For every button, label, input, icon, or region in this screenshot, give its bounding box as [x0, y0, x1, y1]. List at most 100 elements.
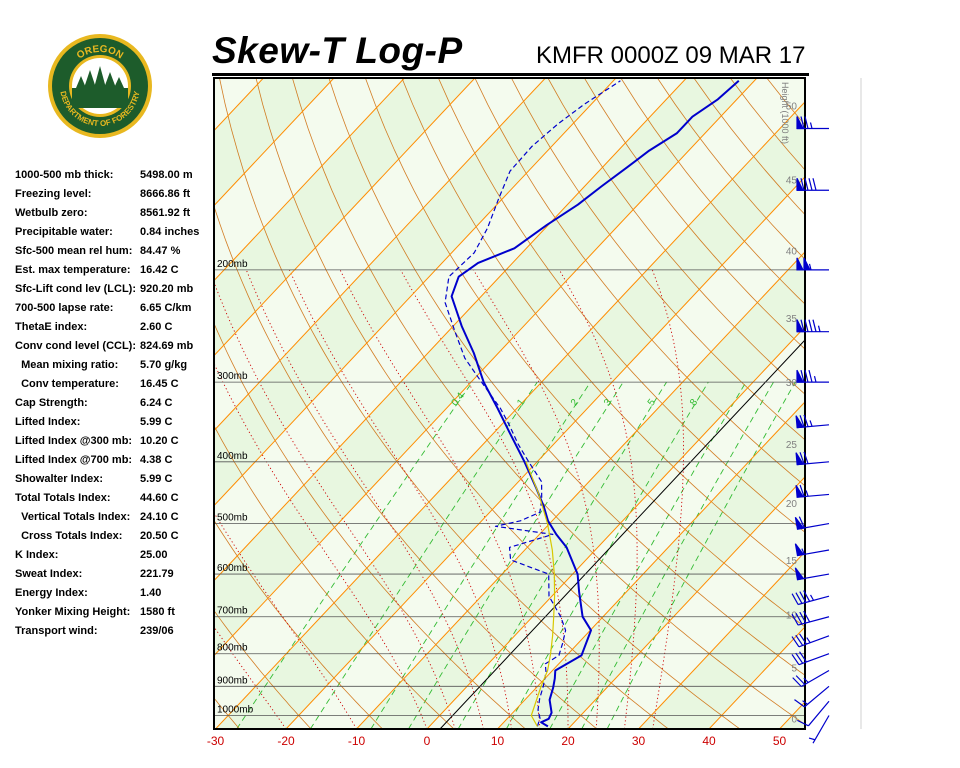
index-value: 44.60 C: [140, 492, 179, 504]
wind-barb: [796, 319, 829, 333]
wind-barb-pennant: [795, 452, 805, 466]
index-label: Freezing level:: [15, 188, 92, 200]
wind-barb-staff: [804, 685, 830, 708]
wind-barb: [794, 685, 830, 708]
wind-barb-flag: [800, 178, 805, 191]
index-value: 0.84 inches: [140, 226, 200, 238]
wind-barb-flag: [792, 677, 802, 687]
isotherm: [215, 101, 805, 729]
wind-barb: [792, 669, 830, 688]
x-tick-label: 50: [773, 734, 787, 748]
plot-frame: [213, 77, 806, 730]
pressure-label: 300mb: [217, 371, 248, 382]
height-tick-label: 20: [786, 499, 798, 510]
wind-barb-flag: [800, 370, 805, 383]
dry-adiabat: [214, 609, 312, 729]
isotherm: [214, 78, 758, 657]
x-tick-label: 40: [702, 734, 716, 748]
wind-barb: [797, 700, 830, 727]
dry-adiabat: [474, 78, 805, 487]
dry-adiabat: [511, 78, 805, 441]
wind-barb-half-flag: [808, 263, 812, 271]
index-value: 16.42 C: [140, 264, 179, 276]
index-label: Lifted Index @700 mb:: [15, 454, 133, 466]
wind-barb: [795, 414, 830, 429]
logo-top-text: OREGON: [75, 44, 125, 62]
wind-barb-half-flag: [805, 490, 809, 497]
isotherm: [497, 401, 805, 729]
wind-barb-flag: [799, 452, 805, 465]
index-value: 8561.92 ft: [140, 207, 191, 219]
wind-barb-flag: [795, 612, 803, 625]
wind-barb-flag: [804, 370, 809, 383]
height-tick-label: 15: [786, 556, 798, 567]
index-value: 2.60 C: [140, 321, 173, 333]
wind-barb-flag: [799, 611, 807, 624]
wind-barb-flag: [797, 719, 809, 727]
wind-barb: [795, 484, 830, 498]
pressure-label: 200mb: [217, 259, 248, 270]
index-label: Sweat Index:: [15, 568, 83, 580]
moist-adiabat: [651, 269, 684, 729]
index-label: 1000-500 mb thick:: [15, 169, 114, 181]
dry-adiabat: [255, 78, 741, 729]
wind-barb: [796, 369, 829, 383]
wind-barb-flag: [808, 178, 813, 191]
wind-barb-half-flag: [801, 548, 805, 555]
wind-barb-half-flag: [817, 325, 821, 332]
wind-barb-half-flag: [802, 700, 808, 705]
mixing-ratio-label: 1: [515, 397, 527, 409]
isotherm: [356, 251, 805, 729]
wind-barb-flag: [795, 675, 806, 685]
moist-adiabat: [559, 269, 638, 729]
isotherm: [214, 78, 546, 432]
moist-adiabat: [214, 362, 428, 729]
index-value: 239/06: [140, 625, 174, 637]
wind-barb-half-flag: [803, 677, 809, 683]
isotherm: [214, 78, 335, 207]
wind-barb-flag: [795, 634, 804, 646]
wind-barb-flag: [791, 636, 800, 648]
wind-barb: [794, 516, 830, 530]
wind-barb-half-flag: [809, 420, 813, 427]
wind-barb-flag: [795, 652, 804, 664]
wind-barb-flag: [800, 116, 805, 129]
index-label: Energy Index:: [15, 587, 88, 599]
moist-adiabat: [214, 281, 456, 729]
mixing-ratio-label: 8: [688, 397, 700, 409]
wind-barb: [791, 633, 830, 648]
isotherm-band: [850, 78, 960, 729]
wind-barb-half-flag: [813, 376, 817, 383]
wind-barb-pennant: [796, 257, 804, 271]
mixing-ratio-line: [309, 381, 538, 729]
wind-barb: [808, 715, 830, 744]
pressure-label: 900mb: [217, 675, 248, 686]
dry-adiabat: [438, 78, 805, 533]
index-value: 5.99 C: [140, 473, 173, 485]
index-label: Sfc-Lift cond lev (LCL):: [15, 283, 136, 295]
x-tick-label: 20: [561, 734, 575, 748]
dry-adiabat: [547, 78, 805, 395]
index-value: 16.45 C: [140, 378, 179, 390]
wind-barb-staff: [798, 635, 830, 648]
wind-barb-staff: [798, 653, 830, 666]
index-value: 5.99 C: [140, 416, 173, 428]
x-tick-label: -10: [348, 734, 366, 748]
mixing-ratio-label: 2: [569, 397, 581, 409]
plot-area: 0.4 1 2 3 5 8: [0, 78, 960, 729]
wind-barb-flag: [795, 592, 803, 604]
index-value: 824.69 mb: [140, 340, 194, 352]
index-label: Vertical Totals Index:: [15, 511, 131, 523]
wind-barb: [796, 177, 829, 191]
wind-barb: [791, 651, 830, 666]
index-label: Cross Totals Index:: [15, 530, 123, 542]
isotherm: [214, 78, 405, 282]
wind-barb-staff: [807, 700, 830, 727]
index-value: 221.79: [140, 568, 174, 580]
height-tick-label: 45: [786, 176, 798, 187]
index-label: Precipitable water:: [15, 226, 113, 238]
dry-adiabat: [214, 519, 383, 729]
wind-barb-flag: [803, 590, 811, 602]
wind-barb: [796, 257, 829, 271]
dry-adiabat: [0, 78, 168, 729]
